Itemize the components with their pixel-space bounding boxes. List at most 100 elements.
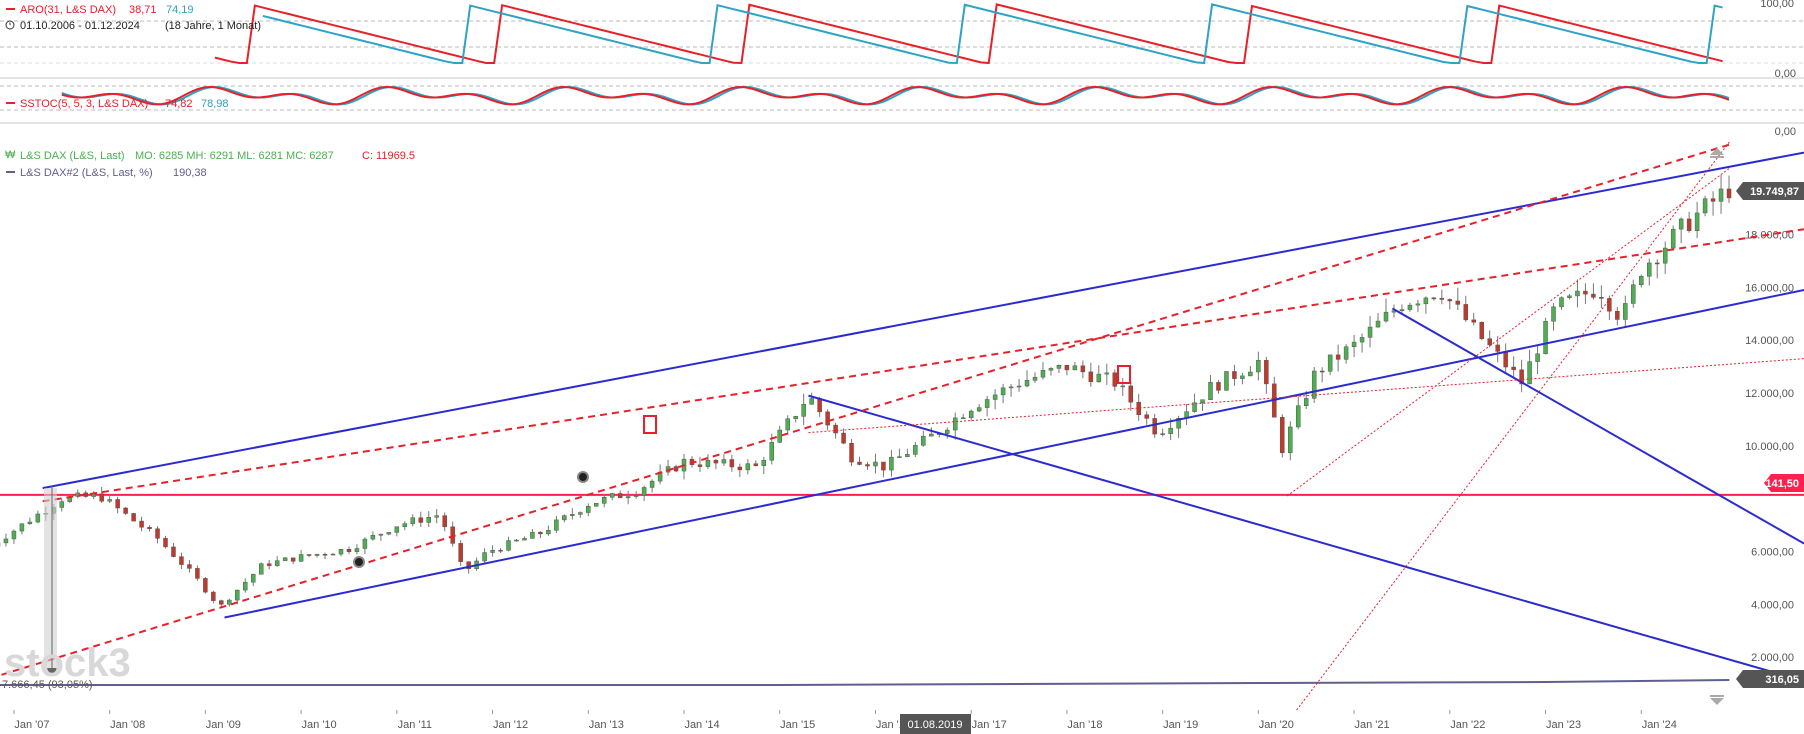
candle-body bbox=[737, 466, 743, 471]
candle-body bbox=[1662, 247, 1668, 264]
x-tick-label: Jan '15 bbox=[780, 719, 815, 731]
candle-body bbox=[250, 574, 256, 583]
candle-body bbox=[1088, 371, 1094, 383]
candle-body bbox=[952, 417, 958, 431]
candle-body bbox=[1710, 198, 1716, 202]
candle-body bbox=[522, 538, 527, 541]
candle-body bbox=[482, 552, 487, 562]
candle-body bbox=[992, 394, 998, 400]
candle-body bbox=[1559, 297, 1564, 308]
candle-body bbox=[1040, 370, 1046, 378]
candle-body bbox=[546, 530, 551, 535]
candle-body bbox=[1200, 399, 1205, 403]
main-panel: 18.000,00 16.000,00 14.000,00 12.000,00 10.0… bbox=[0, 141, 1804, 734]
candle-body bbox=[817, 398, 822, 413]
candle-body bbox=[1383, 311, 1389, 322]
candle-body bbox=[227, 599, 232, 605]
candle-body bbox=[1232, 371, 1237, 379]
candle-body bbox=[976, 407, 982, 412]
trendline bbox=[1286, 168, 1730, 497]
candle-body bbox=[1335, 354, 1341, 360]
candle-body bbox=[1048, 368, 1054, 371]
candle-body bbox=[171, 546, 176, 557]
candle-body bbox=[131, 513, 136, 522]
candle-body bbox=[570, 514, 575, 516]
candle-body bbox=[745, 463, 751, 471]
candle-body bbox=[35, 513, 41, 523]
main-legend-line1-name: L&S DAX (L&S, Last) bbox=[20, 150, 125, 162]
candle-body bbox=[1591, 293, 1596, 298]
candle-body bbox=[697, 464, 703, 467]
candle-body bbox=[1056, 365, 1062, 369]
candle-body bbox=[984, 399, 990, 408]
candle-body bbox=[729, 459, 735, 468]
candle-body bbox=[538, 531, 543, 535]
sstoc-panel: SSTOC(5, 5, 3, L&S DAX) 74,82 78,98 0,00 bbox=[0, 85, 1804, 138]
candle-body bbox=[785, 418, 790, 431]
candle-body bbox=[362, 538, 368, 549]
scroll-down-icon[interactable] bbox=[1710, 698, 1724, 705]
pivot-marker bbox=[577, 471, 589, 483]
candle-body bbox=[1240, 375, 1245, 379]
candle-body bbox=[929, 433, 934, 437]
candle-body bbox=[1583, 290, 1588, 295]
candle-body bbox=[354, 548, 360, 552]
candle-body bbox=[514, 539, 519, 542]
candle-body bbox=[594, 503, 599, 507]
candle-body bbox=[625, 496, 631, 499]
candle-body bbox=[1615, 310, 1620, 320]
candle-body bbox=[1431, 297, 1437, 300]
trendline bbox=[1296, 141, 1730, 711]
main-legend-line2-swatch bbox=[6, 171, 15, 173]
candle-body bbox=[809, 398, 814, 405]
date-range: 01.10.2006 - 01.12.2024 bbox=[20, 20, 140, 32]
candle-body bbox=[897, 456, 902, 458]
crosshair-date: 01.08.2019 bbox=[907, 719, 962, 731]
candle-body bbox=[1407, 304, 1413, 310]
candle-body bbox=[1495, 344, 1500, 352]
candle-body bbox=[1032, 376, 1038, 381]
candle-body bbox=[346, 549, 352, 552]
candle-body bbox=[434, 515, 439, 518]
candle-body bbox=[889, 456, 894, 471]
crosshair-date-box bbox=[900, 714, 971, 734]
support-badge bbox=[1764, 474, 1804, 492]
candle-body bbox=[107, 499, 112, 502]
candle-body bbox=[945, 429, 950, 434]
scroll-up-icon[interactable] bbox=[1710, 148, 1724, 155]
candle-body bbox=[1423, 297, 1429, 305]
candle-body bbox=[1359, 337, 1365, 343]
candle-body bbox=[801, 403, 806, 417]
y-tick-label: 14.000,00 bbox=[1745, 335, 1794, 347]
candle-body bbox=[1288, 426, 1293, 454]
candle-body bbox=[562, 515, 567, 521]
candle-body bbox=[865, 464, 870, 467]
candle-body bbox=[1694, 212, 1700, 231]
candle-body bbox=[1623, 303, 1628, 320]
main-legend-line1-close: C: 11969.5 bbox=[362, 150, 415, 162]
sstoc-legend-name: SSTOC(5, 5, 3, L&S DAX) bbox=[20, 98, 148, 110]
candle-body bbox=[913, 445, 918, 455]
aro-legend-red-value: 38,71 bbox=[129, 4, 157, 16]
candle-body bbox=[1599, 297, 1604, 299]
x-tick-label: Jan '22 bbox=[1450, 719, 1485, 731]
candle-body bbox=[921, 435, 926, 446]
candle-body bbox=[1008, 386, 1014, 389]
candle-body bbox=[1080, 365, 1086, 373]
percent-badge bbox=[1736, 670, 1804, 688]
candle-body bbox=[753, 463, 759, 466]
x-tick-label: Jan '10 bbox=[302, 719, 337, 731]
candle-body bbox=[1678, 218, 1684, 230]
candle-body bbox=[673, 466, 679, 472]
aro-teal-line bbox=[262, 3, 1723, 65]
candle-body bbox=[27, 521, 33, 525]
candle-body bbox=[1479, 321, 1484, 339]
main-legend-line2-value: 190,38 bbox=[173, 167, 207, 179]
candle-body bbox=[235, 589, 240, 601]
candle-body bbox=[1128, 385, 1133, 403]
y-tick-label: 16.000,00 bbox=[1745, 282, 1794, 294]
candle-body bbox=[841, 432, 846, 444]
candle-body bbox=[99, 493, 104, 502]
candle-body bbox=[1639, 276, 1644, 285]
